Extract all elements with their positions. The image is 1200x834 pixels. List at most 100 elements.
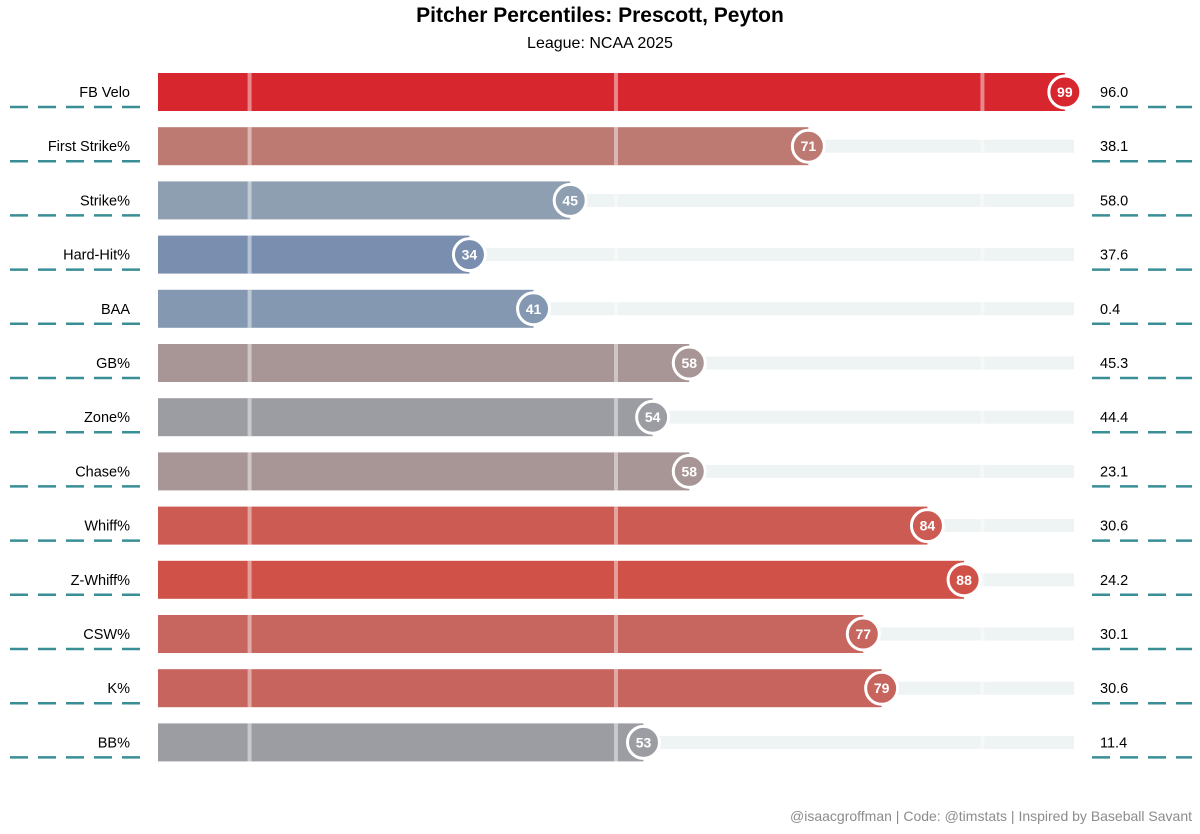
reference-line [247,398,252,437]
percentile-value-label: 58 [681,463,697,479]
reference-line [247,669,252,708]
metric-label: Strike% [80,193,130,209]
percentile-marker [625,724,661,760]
reference-line [980,669,985,708]
reference-line [614,344,618,382]
percentile-value-label: 77 [856,626,872,642]
percentile-bar [158,344,690,382]
stat-value-label: 96.0 [1100,85,1128,101]
percentile-bar [158,127,809,166]
metric-label: K% [107,681,130,697]
metric-label: First Strike% [48,139,130,155]
percentile-bar [158,560,965,599]
stat-value-label: 30.6 [1100,681,1128,697]
reference-line [614,181,618,220]
percentile-marker [635,399,671,435]
reference-line [980,615,985,653]
stat-value-label: 24.2 [1100,573,1128,589]
percentile-value-label: 99 [1057,84,1073,100]
percentile-bar [158,289,534,328]
percentile-value-label: 34 [462,247,478,263]
percentile-value-label: 84 [920,518,936,534]
stat-value-label: 30.6 [1100,519,1128,535]
percentile-marker [516,291,552,327]
percentile-value-label: 88 [956,572,972,588]
percentile-value-label: 54 [645,409,661,425]
percentile-bar [158,181,571,220]
stat-value-label: 58.0 [1100,193,1128,209]
reference-line [980,289,985,328]
percentile-marker [671,345,707,381]
reference-line [614,723,618,762]
percentile-value-label: 53 [636,734,652,750]
percentile-bar [158,73,1065,111]
reference-line [614,669,618,708]
percentile-bar [158,235,470,274]
reference-line [614,560,618,599]
reference-line [247,452,252,491]
percentile-marker [451,237,487,273]
reference-line [247,723,252,762]
reference-line [247,506,252,545]
metric-label: GB% [96,356,130,372]
reference-line [614,452,618,491]
reference-line [980,560,985,599]
percentile-bar [158,669,882,708]
percentile-marker [864,670,900,706]
metric-label: BB% [98,735,130,751]
reference-line [614,506,618,545]
reference-line [614,615,618,653]
percentile-bar [158,506,928,545]
percentile-value-label: 45 [562,192,578,208]
percentile-marker [790,128,826,164]
metric-label: FB Velo [79,85,130,101]
percentile-value-label: 79 [874,680,890,696]
stat-value-label: 37.6 [1100,248,1128,264]
reference-line [247,73,252,111]
percentile-marker [671,453,707,489]
metric-label: Z-Whiff% [71,573,130,589]
stat-value-label: 23.1 [1100,464,1128,480]
reference-line [614,127,618,166]
metric-label: Chase% [75,464,130,480]
reference-line [614,289,618,328]
reference-line [980,398,985,437]
reference-line [247,289,252,328]
percentile-bar [158,398,653,437]
reference-line [980,181,985,220]
percentile-marker [552,182,588,218]
percentile-value-label: 71 [801,138,817,154]
percentile-marker [845,616,881,652]
chart-subtitle: League: NCAA 2025 [527,35,673,52]
reference-line [980,452,985,491]
reference-line [980,235,985,274]
reference-line [247,615,252,653]
stat-value-label: 30.1 [1100,627,1128,643]
percentile-value-label: 58 [681,355,697,371]
reference-line [980,127,985,166]
stat-value-label: 11.4 [1100,735,1127,751]
metric-label: Hard-Hit% [63,248,130,264]
metric-label: CSW% [83,627,130,643]
chart-caption: @isaacgroffman | Code: @timstats | Inspi… [790,808,1192,824]
stat-value-label: 45.3 [1100,356,1128,372]
metric-label: Whiff% [84,519,130,535]
reference-line [980,506,985,545]
reference-line [247,127,252,166]
stat-value-label: 0.4 [1100,302,1120,318]
stat-value-label: 38.1 [1100,139,1128,155]
percentile-bar [158,615,864,653]
chart-title: Pitcher Percentiles: Prescott, Peyton [416,4,784,27]
percentile-bar [158,723,644,762]
percentile-marker [946,562,982,598]
reference-line [614,235,618,274]
percentile-value-label: 41 [526,301,542,317]
reference-line [247,344,252,382]
percentile-bar [158,452,690,491]
percentile-marker [1047,74,1083,110]
reference-line [614,73,618,111]
stat-value-label: 44.4 [1100,410,1128,426]
reference-line [247,181,252,220]
reference-line [980,73,985,111]
